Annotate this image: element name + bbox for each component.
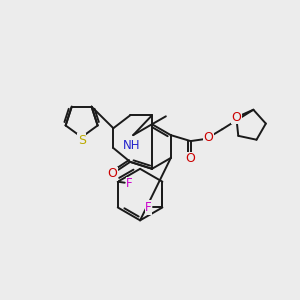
Text: F: F xyxy=(145,201,152,214)
Text: O: O xyxy=(107,167,117,180)
Text: O: O xyxy=(203,130,213,144)
Text: O: O xyxy=(231,111,241,124)
Text: S: S xyxy=(78,134,86,147)
Text: F: F xyxy=(126,177,133,190)
Text: NH: NH xyxy=(122,139,140,152)
Text: O: O xyxy=(186,152,196,165)
